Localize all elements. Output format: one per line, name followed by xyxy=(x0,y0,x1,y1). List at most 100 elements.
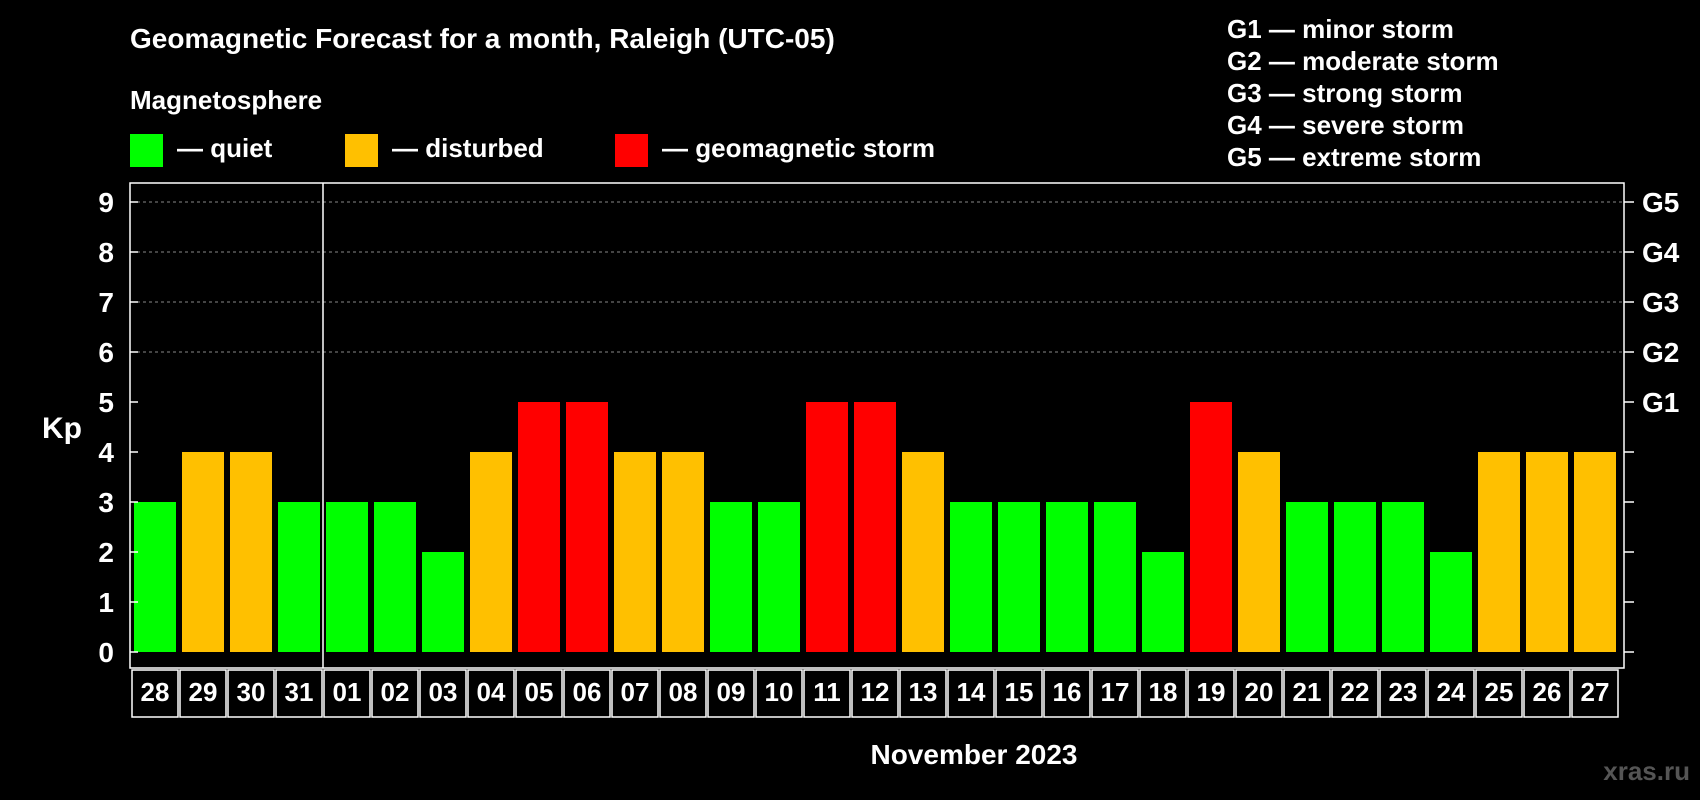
y-axis: 0 1 2 3 4 5 6 7 8 9 xyxy=(98,187,138,668)
plot-frame xyxy=(129,182,1625,669)
day-cell: 11 xyxy=(803,669,851,718)
x-tick-label: 15 xyxy=(1005,677,1034,707)
day-cell: 14 xyxy=(947,669,995,718)
x-tick-label: 14 xyxy=(957,677,986,707)
y-tick-label: 4 xyxy=(98,437,114,468)
bar-22 xyxy=(1334,502,1376,652)
bar-30 xyxy=(230,452,272,652)
y-tick-label: 6 xyxy=(98,337,114,368)
day-box xyxy=(1523,669,1571,718)
x-tick-label: 04 xyxy=(477,677,506,707)
x-tick-label: 24 xyxy=(1437,677,1466,707)
day-cell: 06 xyxy=(563,669,611,718)
x-tick-label: 26 xyxy=(1533,677,1562,707)
day-cell: 25 xyxy=(1475,669,1523,718)
bar-27 xyxy=(1574,452,1616,652)
right-tick-label: G3 xyxy=(1642,287,1679,318)
bar-19 xyxy=(1190,402,1232,652)
bar-23 xyxy=(1382,502,1424,652)
right-tick-label: G4 xyxy=(1642,237,1680,268)
x-tick-label: 11 xyxy=(813,677,841,707)
legend-label-storm: — geomagnetic storm xyxy=(662,133,935,163)
x-tick-label: 02 xyxy=(381,677,410,707)
x-tick-label: 29 xyxy=(189,677,218,707)
day-box xyxy=(659,669,707,718)
day-cell: 01 xyxy=(323,669,371,718)
day-cell: 07 xyxy=(611,669,659,718)
day-box xyxy=(1091,669,1139,718)
y-tick-label: 8 xyxy=(98,237,114,268)
bar-17 xyxy=(1094,502,1136,652)
day-box xyxy=(131,669,179,718)
x-tick-label: 31 xyxy=(285,677,314,707)
x-tick-label: 18 xyxy=(1149,677,1178,707)
day-box xyxy=(947,669,995,718)
bar-20 xyxy=(1238,452,1280,652)
day-cell: 24 xyxy=(1427,669,1475,718)
x-tick-label: 10 xyxy=(765,677,794,707)
legend-swatch-disturbed xyxy=(345,134,378,167)
day-cell: 31 xyxy=(275,669,323,718)
bar-16 xyxy=(1046,502,1088,652)
legend-swatch-storm xyxy=(615,134,648,167)
bar-02 xyxy=(374,502,416,652)
day-box xyxy=(323,669,371,718)
bar-26 xyxy=(1526,452,1568,652)
day-cell: 21 xyxy=(1283,669,1331,718)
bar-08 xyxy=(662,452,704,652)
day-box xyxy=(1571,669,1619,718)
right-tick-label: G2 xyxy=(1642,337,1679,368)
day-cell: 17 xyxy=(1091,669,1139,718)
day-box xyxy=(1475,669,1523,718)
bar-11 xyxy=(806,402,848,652)
x-tick-label: 30 xyxy=(237,677,266,707)
storm-scale-item: G1 — minor storm xyxy=(1227,14,1454,44)
x-tick-label: 17 xyxy=(1101,677,1130,707)
storm-scale-item: G3 — strong storm xyxy=(1227,78,1462,108)
day-cell: 03 xyxy=(419,669,467,718)
day-cell: 22 xyxy=(1331,669,1379,718)
y-tick-label: 2 xyxy=(98,537,114,568)
day-box xyxy=(1283,669,1331,718)
day-box xyxy=(755,669,803,718)
day-cell: 20 xyxy=(1235,669,1283,718)
y-tick-label: 0 xyxy=(98,637,114,668)
day-box xyxy=(515,669,563,718)
x-tick-label: 06 xyxy=(573,677,602,707)
legend: — quiet — disturbed — geomagnetic storm xyxy=(130,133,935,167)
day-cell: 09 xyxy=(707,669,755,718)
x-tick-label: 13 xyxy=(909,677,938,707)
bar-03 xyxy=(422,552,464,652)
day-cell: 04 xyxy=(467,669,515,718)
bar-06 xyxy=(566,402,608,652)
x-tick-label: 22 xyxy=(1341,677,1370,707)
day-box xyxy=(1139,669,1187,718)
x-tick-label: 12 xyxy=(861,677,890,707)
x-tick-label: 05 xyxy=(525,677,554,707)
y-tick-label: 1 xyxy=(98,587,114,618)
y-tick-label: 7 xyxy=(98,287,114,318)
grid xyxy=(131,201,1623,353)
day-box xyxy=(995,669,1043,718)
day-box xyxy=(707,669,755,718)
storm-scale-item: G2 — moderate storm xyxy=(1227,46,1499,76)
y-tick-label: 3 xyxy=(98,487,114,518)
right-axis: G1 G2 G3 G4 G5 xyxy=(1624,187,1680,653)
day-cell: 08 xyxy=(659,669,707,718)
storm-scale-item: G4 — severe storm xyxy=(1227,110,1464,140)
day-box xyxy=(1427,669,1475,718)
day-box xyxy=(1235,669,1283,718)
right-tick-label: G1 xyxy=(1642,387,1679,418)
x-tick-label: 07 xyxy=(621,677,650,707)
legend-swatch-quiet xyxy=(130,134,163,167)
day-box xyxy=(1043,669,1091,718)
day-cell: 16 xyxy=(1043,669,1091,718)
bar-05 xyxy=(518,402,560,652)
x-tick-label: 16 xyxy=(1053,677,1082,707)
bar-12 xyxy=(854,402,896,652)
x-tick-label: 03 xyxy=(429,677,458,707)
day-cell: 13 xyxy=(899,669,947,718)
bar-21 xyxy=(1286,502,1328,652)
